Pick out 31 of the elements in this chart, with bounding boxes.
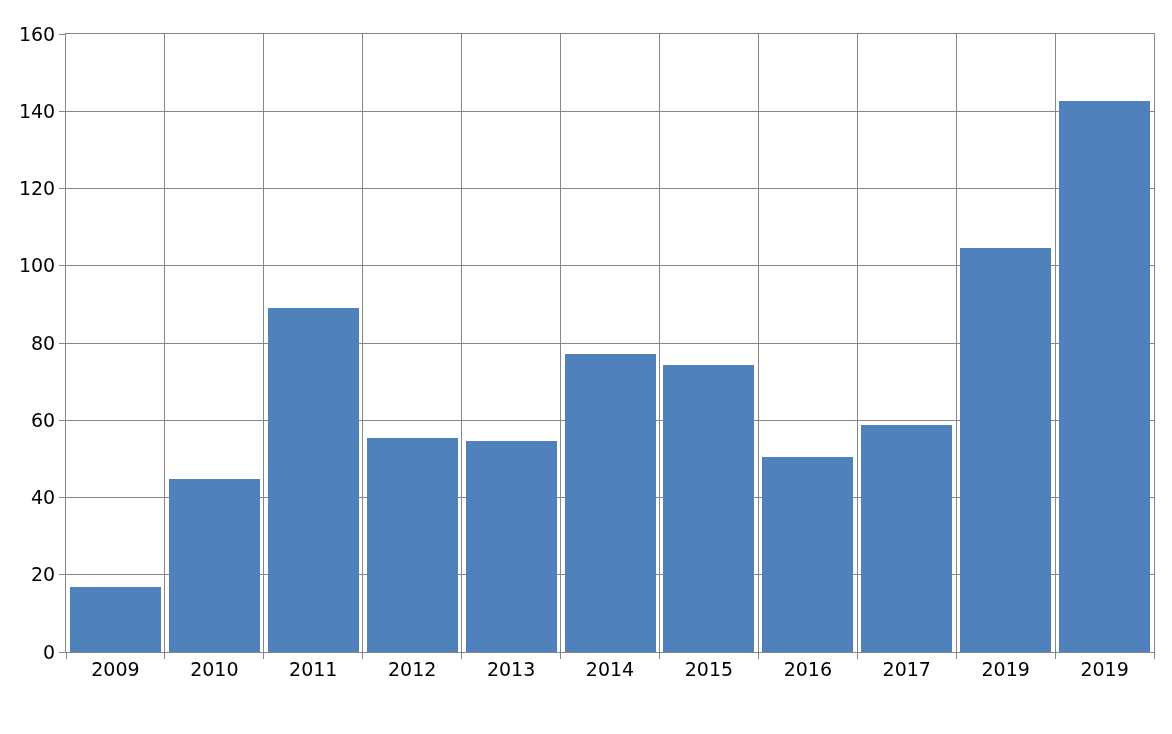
y-tick-label: 80 <box>31 331 56 354</box>
x-tick-label: 2016 <box>783 657 832 680</box>
bar <box>169 479 260 652</box>
y-tick-label: 120 <box>18 177 56 200</box>
bar <box>466 441 557 652</box>
x-tick-label: 2014 <box>585 657 635 680</box>
x-tick-label: 2011 <box>289 657 338 680</box>
x-tick-label: 2019 <box>1080 657 1129 680</box>
x-tick-label: 2010 <box>190 657 239 680</box>
y-tick-label: 100 <box>18 254 56 277</box>
x-tick-label: 2009 <box>91 657 140 680</box>
bar <box>762 457 853 652</box>
bar <box>565 354 656 652</box>
x-tick-label: 2012 <box>388 657 437 680</box>
y-tick-label: 60 <box>31 408 56 431</box>
x-tick-label: 2015 <box>684 657 734 680</box>
bar <box>960 248 1051 652</box>
bar <box>70 587 161 652</box>
bar <box>367 438 458 652</box>
x-tick-label: 2017 <box>882 657 931 680</box>
x-tick-label: 2019 <box>981 657 1030 680</box>
x-tick-label: 2013 <box>486 657 536 680</box>
bar <box>268 308 359 652</box>
bar <box>663 365 754 652</box>
bar <box>861 425 952 652</box>
y-tick-label: 0 <box>43 640 56 663</box>
y-tick-label: 140 <box>18 99 56 122</box>
y-tick-label: 20 <box>31 563 56 586</box>
bar <box>1059 101 1150 652</box>
y-tick-label: 40 <box>31 486 56 509</box>
y-tick-label: 160 <box>18 22 56 45</box>
